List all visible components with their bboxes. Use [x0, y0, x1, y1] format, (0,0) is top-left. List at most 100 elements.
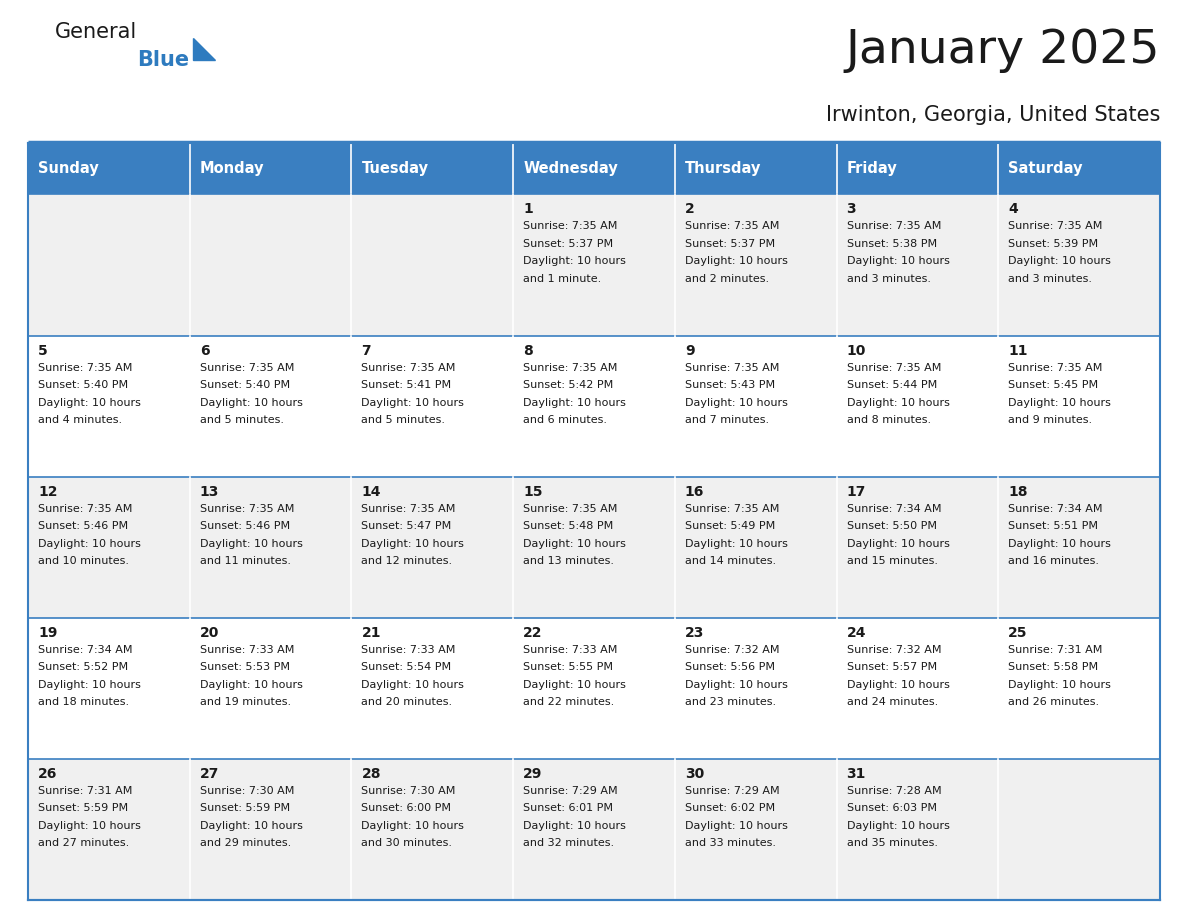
- Text: and 3 minutes.: and 3 minutes.: [847, 274, 930, 284]
- Text: and 29 minutes.: and 29 minutes.: [200, 838, 291, 848]
- Text: Sunset: 5:55 PM: Sunset: 5:55 PM: [523, 662, 613, 672]
- Text: Daylight: 10 hours: Daylight: 10 hours: [847, 539, 949, 549]
- Text: Daylight: 10 hours: Daylight: 10 hours: [523, 821, 626, 831]
- Text: 26: 26: [38, 767, 57, 781]
- Text: and 22 minutes.: and 22 minutes.: [523, 698, 614, 707]
- Text: Sunrise: 7:33 AM: Sunrise: 7:33 AM: [523, 644, 618, 655]
- Text: Sunset: 5:59 PM: Sunset: 5:59 PM: [38, 803, 128, 813]
- Text: Sunset: 5:42 PM: Sunset: 5:42 PM: [523, 380, 613, 390]
- Text: Daylight: 10 hours: Daylight: 10 hours: [684, 397, 788, 408]
- Text: Sunset: 5:43 PM: Sunset: 5:43 PM: [684, 380, 775, 390]
- Text: Sunset: 5:46 PM: Sunset: 5:46 PM: [38, 521, 128, 532]
- Text: Sunday: Sunday: [38, 162, 99, 176]
- Text: 31: 31: [847, 767, 866, 781]
- Text: Daylight: 10 hours: Daylight: 10 hours: [847, 680, 949, 689]
- Text: Sunrise: 7:32 AM: Sunrise: 7:32 AM: [847, 644, 941, 655]
- Text: Sunrise: 7:28 AM: Sunrise: 7:28 AM: [847, 786, 941, 796]
- Polygon shape: [192, 38, 215, 60]
- Text: Daylight: 10 hours: Daylight: 10 hours: [684, 821, 788, 831]
- Text: Sunset: 5:48 PM: Sunset: 5:48 PM: [523, 521, 613, 532]
- Text: Sunset: 5:52 PM: Sunset: 5:52 PM: [38, 662, 128, 672]
- Text: Sunrise: 7:35 AM: Sunrise: 7:35 AM: [200, 363, 295, 373]
- Text: Daylight: 10 hours: Daylight: 10 hours: [38, 539, 141, 549]
- Bar: [190, 143, 352, 195]
- Text: Daylight: 10 hours: Daylight: 10 hours: [200, 539, 303, 549]
- Text: Daylight: 10 hours: Daylight: 10 hours: [847, 397, 949, 408]
- Text: and 24 minutes.: and 24 minutes.: [847, 698, 937, 707]
- Text: Sunset: 5:56 PM: Sunset: 5:56 PM: [684, 662, 775, 672]
- Text: and 3 minutes.: and 3 minutes.: [1009, 274, 1092, 284]
- Text: Daylight: 10 hours: Daylight: 10 hours: [847, 821, 949, 831]
- Text: Sunrise: 7:35 AM: Sunrise: 7:35 AM: [1009, 363, 1102, 373]
- Text: Sunset: 5:40 PM: Sunset: 5:40 PM: [38, 380, 128, 390]
- Text: and 5 minutes.: and 5 minutes.: [200, 415, 284, 425]
- Text: 29: 29: [523, 767, 543, 781]
- Text: Sunset: 5:38 PM: Sunset: 5:38 PM: [847, 239, 936, 249]
- Text: Sunset: 5:50 PM: Sunset: 5:50 PM: [847, 521, 936, 532]
- Text: and 27 minutes.: and 27 minutes.: [38, 838, 129, 848]
- Bar: [675, 143, 836, 195]
- Text: Daylight: 10 hours: Daylight: 10 hours: [523, 397, 626, 408]
- Text: Sunset: 5:57 PM: Sunset: 5:57 PM: [847, 662, 936, 672]
- Text: Sunrise: 7:35 AM: Sunrise: 7:35 AM: [523, 221, 618, 231]
- Text: 13: 13: [200, 485, 219, 498]
- Text: Daylight: 10 hours: Daylight: 10 hours: [1009, 680, 1111, 689]
- Bar: [29, 195, 1159, 336]
- Text: Sunrise: 7:35 AM: Sunrise: 7:35 AM: [523, 504, 618, 514]
- Text: and 32 minutes.: and 32 minutes.: [523, 838, 614, 848]
- Text: Sunset: 6:03 PM: Sunset: 6:03 PM: [847, 803, 936, 813]
- Bar: [29, 143, 190, 195]
- Text: Daylight: 10 hours: Daylight: 10 hours: [200, 397, 303, 408]
- Text: 3: 3: [847, 203, 857, 217]
- Text: Daylight: 10 hours: Daylight: 10 hours: [684, 256, 788, 266]
- Text: 18: 18: [1009, 485, 1028, 498]
- Text: Sunrise: 7:35 AM: Sunrise: 7:35 AM: [1009, 221, 1102, 231]
- Text: and 19 minutes.: and 19 minutes.: [200, 698, 291, 707]
- Text: and 10 minutes.: and 10 minutes.: [38, 556, 129, 566]
- Text: Sunset: 5:46 PM: Sunset: 5:46 PM: [200, 521, 290, 532]
- Text: Daylight: 10 hours: Daylight: 10 hours: [684, 680, 788, 689]
- Text: and 26 minutes.: and 26 minutes.: [1009, 698, 1099, 707]
- Text: and 6 minutes.: and 6 minutes.: [523, 415, 607, 425]
- Text: Sunset: 5:58 PM: Sunset: 5:58 PM: [1009, 662, 1099, 672]
- Bar: [352, 143, 513, 195]
- Text: Sunrise: 7:35 AM: Sunrise: 7:35 AM: [684, 221, 779, 231]
- Text: 8: 8: [523, 343, 533, 358]
- Text: 1: 1: [523, 203, 533, 217]
- Text: Sunrise: 7:29 AM: Sunrise: 7:29 AM: [684, 786, 779, 796]
- Text: Sunrise: 7:31 AM: Sunrise: 7:31 AM: [1009, 644, 1102, 655]
- Bar: [29, 336, 1159, 476]
- Text: 15: 15: [523, 485, 543, 498]
- Text: and 1 minute.: and 1 minute.: [523, 274, 601, 284]
- Text: Sunset: 6:01 PM: Sunset: 6:01 PM: [523, 803, 613, 813]
- Text: and 7 minutes.: and 7 minutes.: [684, 415, 769, 425]
- Text: Daylight: 10 hours: Daylight: 10 hours: [38, 397, 141, 408]
- Text: and 13 minutes.: and 13 minutes.: [523, 556, 614, 566]
- Text: and 12 minutes.: and 12 minutes.: [361, 556, 453, 566]
- Text: Sunrise: 7:32 AM: Sunrise: 7:32 AM: [684, 644, 779, 655]
- Text: Sunset: 5:41 PM: Sunset: 5:41 PM: [361, 380, 451, 390]
- Text: Sunrise: 7:30 AM: Sunrise: 7:30 AM: [200, 786, 295, 796]
- Text: Sunrise: 7:35 AM: Sunrise: 7:35 AM: [38, 504, 132, 514]
- Text: 28: 28: [361, 767, 381, 781]
- Text: Tuesday: Tuesday: [361, 162, 429, 176]
- Text: Blue: Blue: [137, 50, 189, 70]
- Text: Daylight: 10 hours: Daylight: 10 hours: [1009, 397, 1111, 408]
- Text: 5: 5: [38, 343, 48, 358]
- Text: Daylight: 10 hours: Daylight: 10 hours: [361, 680, 465, 689]
- Text: Sunset: 5:44 PM: Sunset: 5:44 PM: [847, 380, 937, 390]
- Bar: [29, 476, 1159, 618]
- Text: and 4 minutes.: and 4 minutes.: [38, 415, 122, 425]
- Text: 2: 2: [684, 203, 695, 217]
- Text: Daylight: 10 hours: Daylight: 10 hours: [523, 256, 626, 266]
- Text: Sunrise: 7:35 AM: Sunrise: 7:35 AM: [361, 363, 456, 373]
- Bar: [29, 759, 1159, 900]
- Text: 27: 27: [200, 767, 219, 781]
- Text: Daylight: 10 hours: Daylight: 10 hours: [38, 680, 141, 689]
- Text: and 14 minutes.: and 14 minutes.: [684, 556, 776, 566]
- Text: Sunrise: 7:35 AM: Sunrise: 7:35 AM: [847, 363, 941, 373]
- Text: Sunrise: 7:35 AM: Sunrise: 7:35 AM: [684, 363, 779, 373]
- Text: Sunrise: 7:34 AM: Sunrise: 7:34 AM: [847, 504, 941, 514]
- Text: and 11 minutes.: and 11 minutes.: [200, 556, 291, 566]
- Text: and 20 minutes.: and 20 minutes.: [361, 698, 453, 707]
